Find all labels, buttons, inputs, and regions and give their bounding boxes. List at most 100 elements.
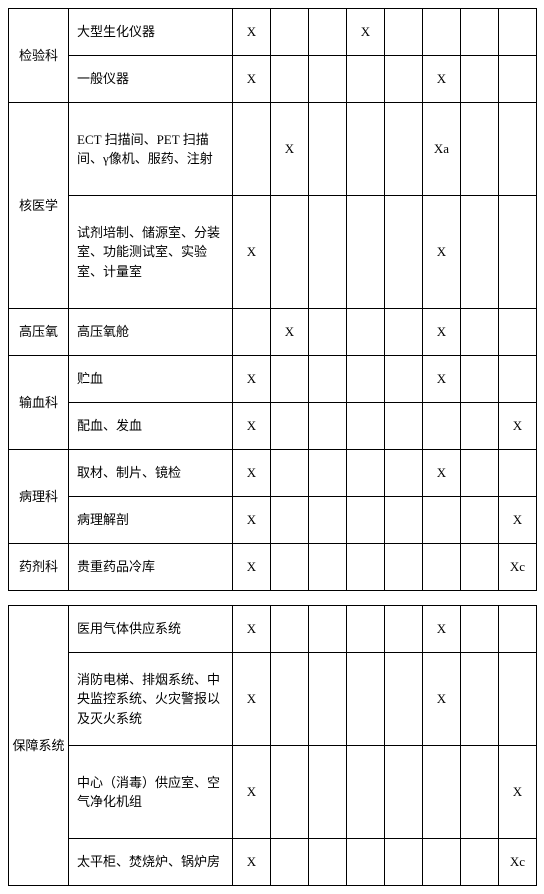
mark-cell xyxy=(461,839,499,886)
mark-cell xyxy=(271,9,309,56)
mark-cell xyxy=(461,103,499,196)
mark-cell: X xyxy=(423,356,461,403)
mark-cell: X xyxy=(423,450,461,497)
mark-cell xyxy=(347,544,385,591)
category-cell: 药剂科 xyxy=(9,544,69,591)
equipment-table: 检验科大型生化仪器XX一般仪器XX核医学ECT 扫描间、PET 扫描间、γ像机、… xyxy=(8,8,537,886)
mark-cell xyxy=(461,356,499,403)
mark-cell xyxy=(499,196,537,309)
mark-cell xyxy=(309,356,347,403)
mark-cell xyxy=(271,544,309,591)
mark-cell xyxy=(309,653,347,746)
mark-cell: X xyxy=(233,9,271,56)
row-desc: 取材、制片、镜检 xyxy=(69,450,233,497)
mark-cell: Xc xyxy=(499,839,537,886)
mark-cell xyxy=(499,103,537,196)
mark-cell xyxy=(347,606,385,653)
row-desc: 太平柜、焚烧炉、锅炉房 xyxy=(69,839,233,886)
mark-cell xyxy=(461,746,499,839)
mark-cell xyxy=(385,196,423,309)
mark-cell: X xyxy=(423,196,461,309)
mark-cell xyxy=(347,653,385,746)
mark-cell xyxy=(309,403,347,450)
mark-cell xyxy=(271,746,309,839)
mark-cell xyxy=(385,839,423,886)
mark-cell xyxy=(499,309,537,356)
mark-cell xyxy=(385,746,423,839)
mark-cell: X xyxy=(233,196,271,309)
mark-cell xyxy=(385,309,423,356)
mark-cell xyxy=(499,450,537,497)
mark-cell xyxy=(271,403,309,450)
mark-cell xyxy=(309,746,347,839)
row-desc: 配血、发血 xyxy=(69,403,233,450)
mark-cell xyxy=(347,309,385,356)
mark-cell xyxy=(461,56,499,103)
mark-cell xyxy=(461,653,499,746)
mark-cell xyxy=(461,309,499,356)
mark-cell: X xyxy=(271,103,309,196)
mark-cell: X xyxy=(347,9,385,56)
mark-cell xyxy=(423,746,461,839)
row-desc: 大型生化仪器 xyxy=(69,9,233,56)
mark-cell: X xyxy=(233,606,271,653)
mark-cell xyxy=(423,403,461,450)
mark-cell xyxy=(347,403,385,450)
mark-cell: Xa xyxy=(423,103,461,196)
row-desc: 中心（消毒）供应室、空气净化机组 xyxy=(69,746,233,839)
mark-cell xyxy=(309,606,347,653)
mark-cell xyxy=(385,56,423,103)
mark-cell xyxy=(499,9,537,56)
mark-cell xyxy=(423,9,461,56)
mark-cell xyxy=(309,497,347,544)
mark-cell: X xyxy=(271,309,309,356)
mark-cell: X xyxy=(233,839,271,886)
mark-cell xyxy=(271,356,309,403)
mark-cell: X xyxy=(499,403,537,450)
category-cell: 病理科 xyxy=(9,450,69,544)
row-desc: ECT 扫描间、PET 扫描间、γ像机、服药、注射 xyxy=(69,103,233,196)
row-desc: 医用气体供应系统 xyxy=(69,606,233,653)
mark-cell: X xyxy=(423,309,461,356)
mark-cell xyxy=(309,309,347,356)
mark-cell: X xyxy=(499,497,537,544)
mark-cell xyxy=(309,56,347,103)
mark-cell xyxy=(233,309,271,356)
mark-cell xyxy=(499,606,537,653)
mark-cell xyxy=(499,56,537,103)
mark-cell xyxy=(499,653,537,746)
mark-cell xyxy=(385,103,423,196)
mark-cell xyxy=(385,606,423,653)
row-desc: 一般仪器 xyxy=(69,56,233,103)
mark-cell xyxy=(461,196,499,309)
mark-cell xyxy=(347,497,385,544)
mark-cell: Xc xyxy=(499,544,537,591)
mark-cell xyxy=(385,9,423,56)
section-spacer xyxy=(9,591,537,606)
mark-cell xyxy=(309,839,347,886)
row-desc: 试剂培制、储源室、分装室、功能测试室、实验室、计量室 xyxy=(69,196,233,309)
mark-cell xyxy=(347,746,385,839)
mark-cell xyxy=(271,839,309,886)
mark-cell: X xyxy=(423,653,461,746)
mark-cell xyxy=(347,103,385,196)
mark-cell: X xyxy=(233,653,271,746)
category-cell: 核医学 xyxy=(9,103,69,309)
mark-cell xyxy=(271,56,309,103)
mark-cell xyxy=(347,356,385,403)
mark-cell xyxy=(461,403,499,450)
mark-cell xyxy=(461,544,499,591)
mark-cell xyxy=(347,56,385,103)
mark-cell xyxy=(385,450,423,497)
mark-cell: X xyxy=(233,746,271,839)
mark-cell xyxy=(347,450,385,497)
mark-cell xyxy=(309,544,347,591)
row-desc: 消防电梯、排烟系统、中央监控系统、火灾警报以及灭火系统 xyxy=(69,653,233,746)
mark-cell xyxy=(271,653,309,746)
mark-cell: X xyxy=(233,56,271,103)
mark-cell xyxy=(461,9,499,56)
mark-cell xyxy=(461,606,499,653)
mark-cell xyxy=(347,196,385,309)
row-desc: 贵重药品冷库 xyxy=(69,544,233,591)
category-cell: 检验科 xyxy=(9,9,69,103)
